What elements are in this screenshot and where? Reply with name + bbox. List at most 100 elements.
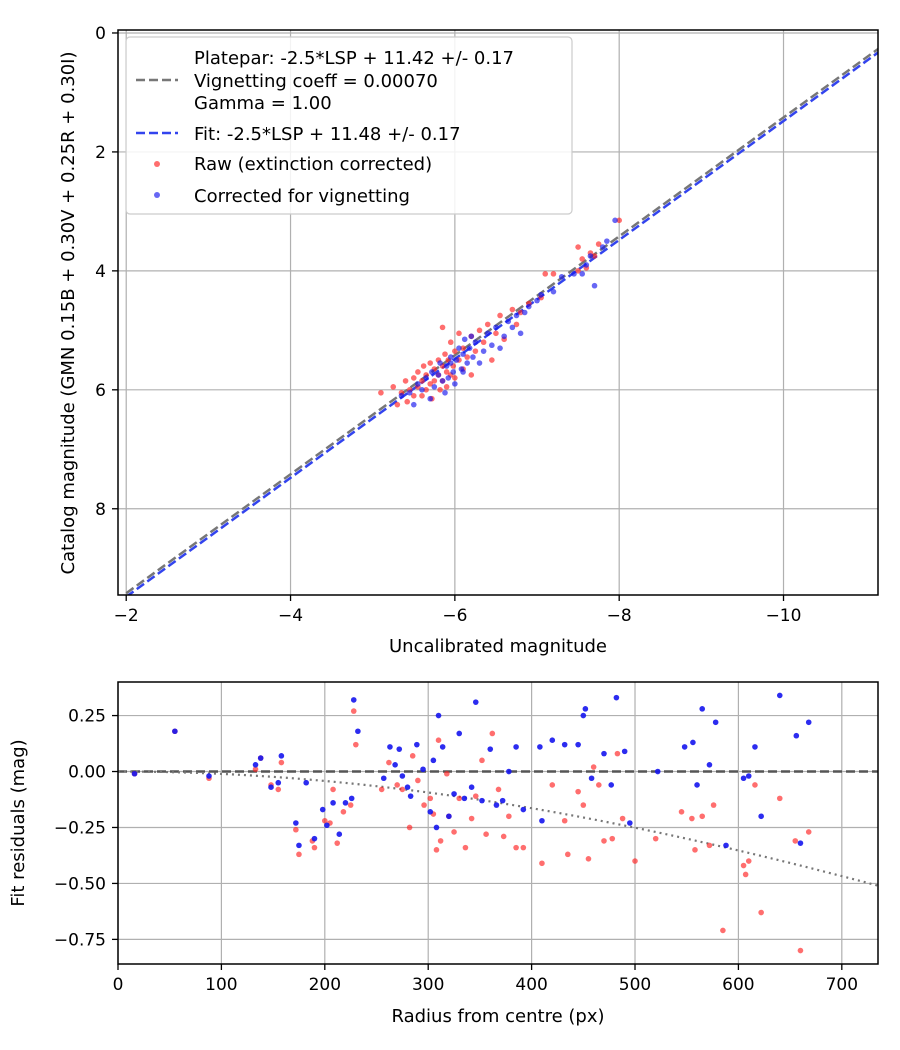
bottom-corrected-point	[387, 744, 393, 750]
top-corrected-point	[501, 333, 507, 340]
top-corrected-point	[517, 330, 524, 337]
legend-raw-marker	[154, 161, 160, 167]
bottom-raw-point	[776, 795, 783, 802]
bottom-raw-point	[421, 802, 427, 808]
bottom-raw-point	[451, 829, 457, 835]
bottom-corrected-point	[380, 775, 387, 782]
top-corrected-point	[460, 369, 466, 375]
top-corrected-point	[591, 282, 598, 289]
top-raw-point	[460, 345, 466, 351]
top-raw-point	[472, 348, 479, 354]
bottom-corrected-point	[456, 730, 463, 737]
bottom-corrected-point	[582, 706, 589, 712]
bottom-corrected-point	[319, 806, 326, 813]
top-corrected-point	[480, 348, 487, 354]
bottom-raw-point	[596, 782, 602, 788]
top-corrected-point	[513, 312, 520, 319]
bottom-raw-point	[275, 786, 282, 793]
top-raw-point	[404, 398, 411, 405]
top-corrected-point	[521, 309, 528, 316]
top-raw-point	[452, 375, 458, 381]
bottom-corrected-point	[472, 699, 479, 705]
bottom-corrected-point	[681, 744, 688, 750]
top-raw-point	[493, 330, 499, 337]
bottom-x-ticks: 0 100 200 300 400 500 600 700	[113, 964, 858, 995]
bottom-corrected-point	[414, 741, 420, 748]
bottom-raw-point	[399, 786, 406, 793]
bottom-raw-point	[350, 708, 357, 714]
top-raw-point	[420, 363, 427, 369]
bottom-corrected-point	[752, 744, 758, 750]
bottom-raw-point	[792, 838, 799, 844]
bottom-corrected-point	[392, 762, 398, 768]
top-raw-point	[439, 324, 446, 331]
bottom-corrected-point	[561, 741, 568, 748]
bottom-corrected-point	[487, 746, 494, 752]
bottom-corrected-point	[435, 712, 442, 719]
top-corrected-point	[445, 375, 452, 381]
top-corrected-point	[558, 274, 565, 280]
top-corrected-point	[497, 345, 503, 351]
bottom-raw-point	[437, 838, 444, 844]
bottom-raw-point	[330, 786, 336, 793]
top-raw-point	[579, 256, 586, 262]
bottom-raw-point	[353, 741, 359, 748]
top-raw-point	[497, 312, 503, 319]
top-corrected-point	[427, 395, 434, 402]
bottom-corrected-point	[355, 728, 361, 735]
top-raw-point	[575, 268, 581, 274]
bottom-corrected-point	[723, 842, 729, 849]
top-corrected-point	[452, 381, 458, 387]
top-raw-point	[427, 381, 434, 387]
bottom-corrected-point	[131, 770, 138, 777]
bottom-raw-point	[752, 782, 758, 788]
bottom-raw-point	[406, 824, 413, 831]
top-corrected-point	[447, 354, 454, 360]
bottom-corrected-point	[520, 806, 527, 813]
bottom-raw-point	[462, 844, 469, 851]
top-corrected-point	[489, 342, 495, 349]
bottom-scatter-points	[131, 692, 812, 954]
bottom-raw-point	[580, 802, 587, 808]
bottom-corrected-point	[506, 768, 512, 775]
bottom-y-tick-label: 0.00	[68, 763, 106, 783]
bottom-raw-point	[609, 835, 616, 842]
bottom-raw-point	[415, 777, 421, 784]
legend-box	[125, 36, 573, 215]
bottom-corrected-point	[613, 694, 620, 701]
top-corrected-point	[447, 360, 454, 366]
bottom-corrected-point	[350, 697, 357, 703]
top-corrected-point	[450, 369, 457, 375]
bottom-corrected-point	[399, 773, 406, 779]
bottom-x-tick-label: 500	[619, 975, 651, 995]
bottom-raw-point	[311, 844, 318, 851]
top-corrected-point	[431, 384, 438, 390]
top-corrected-point	[461, 336, 468, 343]
top-raw-point	[616, 217, 622, 224]
top-y-tick-label: 2	[95, 143, 106, 163]
top-corrected-point	[484, 330, 491, 337]
bottom-gridlines	[117, 682, 878, 964]
vignetting-curve	[118, 770, 878, 887]
bottom-corrected-point	[499, 797, 506, 804]
top-raw-point	[480, 339, 487, 346]
top-raw-point	[575, 244, 581, 250]
top-corrected-point	[466, 345, 473, 351]
bottom-corrected-point	[257, 755, 264, 761]
bottom-corrected-point	[439, 744, 446, 750]
bottom-corrected-point	[268, 784, 274, 790]
bottom-y-axis-label: Fit residuals (mag)	[8, 739, 29, 906]
top-raw-point	[513, 321, 520, 328]
bottom-raw-point	[435, 737, 442, 743]
bottom-corrected-point	[712, 719, 719, 726]
bottom-raw-point	[590, 764, 597, 770]
bottom-raw-point	[585, 856, 592, 862]
bottom-raw-point	[322, 817, 328, 824]
top-raw-point	[442, 351, 448, 357]
bottom-corrected-point	[539, 817, 545, 824]
bottom-corrected-point	[206, 773, 212, 779]
top-raw-point	[464, 354, 470, 360]
top-raw-point	[443, 369, 450, 375]
top-scatter-points	[378, 217, 622, 408]
top-raw-point	[427, 360, 434, 366]
